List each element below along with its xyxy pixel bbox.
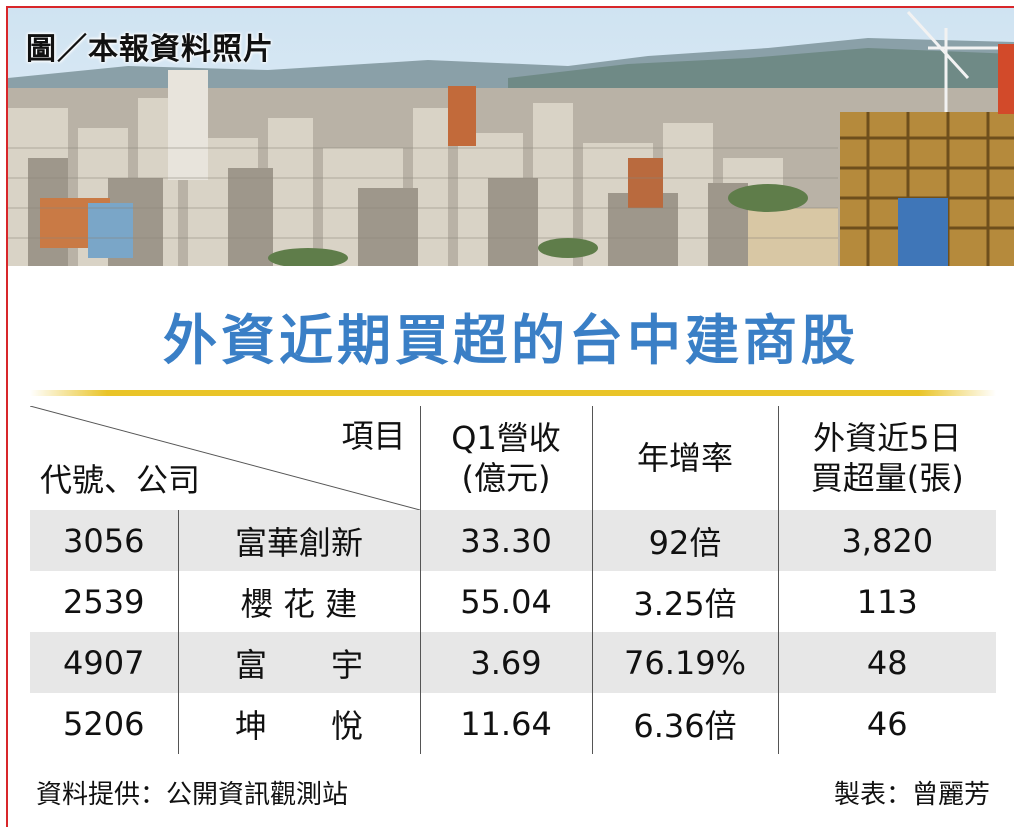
table-row: 3056 富華創新 33.30 92倍 3,820 (30, 510, 996, 571)
cell-q1-revenue: 55.04 (419, 571, 592, 632)
cell-company: 富 宇 (177, 632, 420, 693)
cell-code: 5206 (63, 704, 145, 743)
infographic-title: 外資近期買超的台中建商股 (163, 309, 859, 372)
header-yoy: 年增率 (591, 406, 778, 510)
cell-yoy: 6.36倍 (591, 693, 778, 754)
header-item: 項目 (341, 417, 406, 455)
header-foreign-line2: 買超量(張) (810, 459, 964, 497)
header-foreign-line1: 外資近5日 (813, 419, 962, 457)
cell-company: 櫻 花 建 (177, 571, 420, 632)
stock-table: 項目 代號、公司 Q1營收 (億元) 年增率 外資近5日 買超量(張) 3056… (30, 406, 996, 754)
cell-yoy: 92倍 (591, 510, 778, 571)
table-row: 2539 櫻 花 建 55.04 3.25倍 113 (30, 571, 996, 632)
data-panel: 外資近期買超的台中建商股 項目 代號、公司 Q1營收 (億元) (8, 266, 1014, 827)
table-row: 5206 坤 悅 11.64 6.36倍 46 (30, 693, 996, 754)
cell-q1-revenue: 3.69 (419, 632, 592, 693)
cell-code: 2539 (63, 582, 145, 621)
header-q1-revenue: Q1營收 (億元) (419, 406, 592, 510)
table-maker: 製表：曾麗芳 (833, 780, 990, 810)
photo-caption: 圖／本報資料照片 (26, 32, 274, 67)
cell-yoy: 3.25倍 (591, 571, 778, 632)
table-row: 4907 富 宇 3.69 76.19% 48 (30, 632, 996, 693)
header-code-company: 代號、公司 (40, 461, 201, 499)
cell-foreign-buy: 113 (777, 571, 996, 632)
city-skyline-photo: 圖／本報資料照片 (8, 8, 1014, 266)
cell-foreign-buy: 3,820 (777, 510, 996, 571)
cell-yoy: 76.19% (591, 632, 778, 693)
header-q1-revenue-line2: (億元) (461, 459, 551, 497)
cell-foreign-buy: 48 (777, 632, 996, 693)
table-header-row: 項目 代號、公司 Q1營收 (億元) 年增率 外資近5日 買超量(張) (30, 406, 996, 510)
cell-company: 富華創新 (177, 510, 420, 571)
diagonal-divider (30, 406, 420, 510)
title-underline (30, 390, 996, 396)
header-foreign-buy: 外資近5日 買超量(張) (777, 406, 996, 510)
header-q1-revenue-line1: Q1營收 (451, 419, 561, 457)
cell-company: 坤 悅 (177, 693, 420, 754)
cell-foreign-buy: 46 (777, 693, 996, 754)
cell-code: 3056 (30, 510, 178, 571)
footer: 資料提供：公開資訊觀測站 製表：曾麗芳 (30, 766, 996, 814)
data-source: 資料提供：公開資訊觀測站 (36, 780, 349, 810)
cell-q1-revenue: 33.30 (419, 510, 592, 571)
cell-code: 4907 (30, 632, 178, 693)
header-item-code-cell: 項目 代號、公司 (30, 406, 420, 510)
cell-q1-revenue: 11.64 (419, 693, 592, 754)
